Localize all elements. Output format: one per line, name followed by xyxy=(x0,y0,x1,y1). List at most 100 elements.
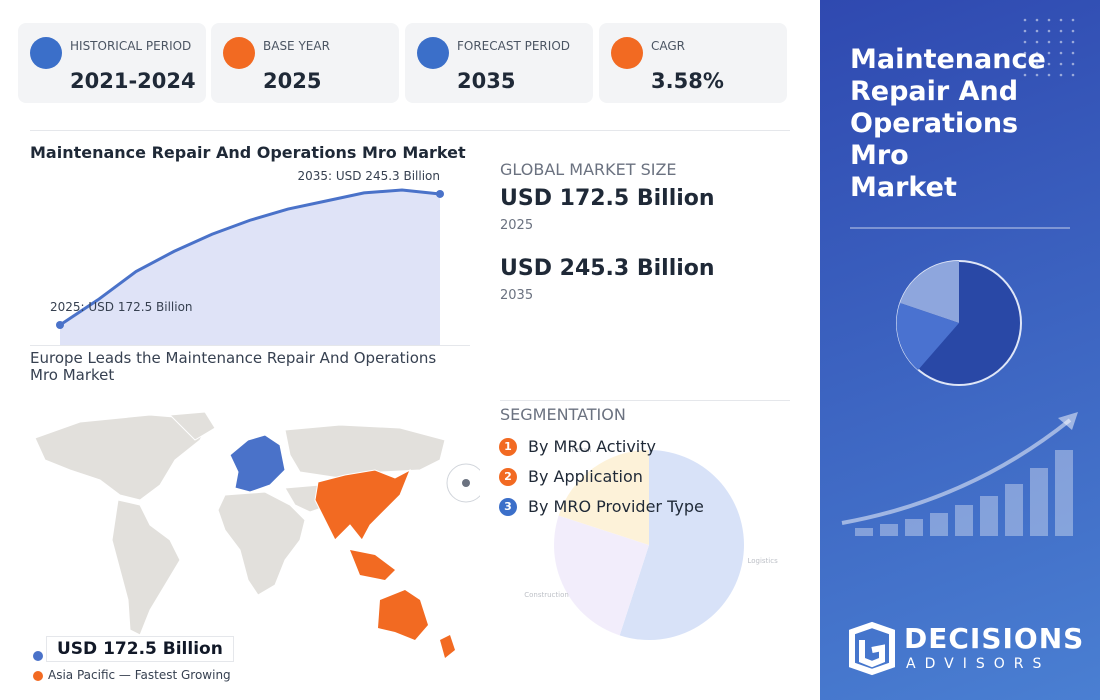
brand-logo xyxy=(849,621,895,676)
growth-arrow-head xyxy=(1058,412,1078,430)
stat-card: CAGR 3.58% xyxy=(599,23,787,103)
stat-icon xyxy=(223,37,255,69)
market-size-heading: GLOBAL MARKET SIZE xyxy=(500,160,677,179)
deco-dot xyxy=(1047,62,1051,66)
segment-label: By Application xyxy=(528,467,643,486)
greenland xyxy=(168,411,216,441)
deco-dot xyxy=(1023,51,1027,55)
stat-card: HISTORICAL PERIOD 2021-2024 xyxy=(18,23,206,103)
pie-slice xyxy=(558,450,649,545)
map-value-label: USD 172.5 Billion xyxy=(46,636,234,662)
divider xyxy=(500,400,790,401)
stat-icon xyxy=(417,37,449,69)
deco-dot xyxy=(1035,29,1039,33)
deco-dot xyxy=(1023,18,1027,22)
market-size-year: 2025 xyxy=(500,218,534,233)
deco-dot xyxy=(1059,51,1063,55)
stat-label: CAGR xyxy=(651,39,686,53)
sidebar-title: Maintenance Repair And Operations Mro Ma… xyxy=(850,44,1046,203)
indonesia xyxy=(350,550,395,580)
brand-name: DECISIONS xyxy=(904,622,1085,655)
stat-card: FORECAST PERIOD 2035 xyxy=(405,23,593,103)
europe xyxy=(229,434,286,493)
deco-dot xyxy=(1023,62,1027,66)
deco-dot xyxy=(1023,29,1027,33)
end-label: 2035: USD 245.3 Billion xyxy=(297,169,440,183)
stat-value: 2025 xyxy=(263,69,322,93)
stat-icon xyxy=(30,37,62,69)
stat-card: BASE YEAR 2025 xyxy=(211,23,399,103)
deco-dot xyxy=(1023,73,1027,77)
deco-dot xyxy=(1059,18,1063,22)
sidebar-graphics xyxy=(841,18,1078,676)
north-america xyxy=(34,414,211,501)
deco-dot xyxy=(1071,29,1075,33)
sidebar-pie-slice xyxy=(896,303,959,370)
pie-label: Construction xyxy=(524,591,569,599)
end-point xyxy=(436,189,444,198)
pie-label: Logistics xyxy=(747,557,778,565)
deco-dot xyxy=(1047,51,1051,55)
australia xyxy=(378,590,428,640)
deco-dot xyxy=(1071,40,1075,44)
divider xyxy=(30,345,470,346)
segment-number: 2 xyxy=(499,468,517,486)
sidebar: Maintenance Repair And Operations Mro Ma… xyxy=(820,0,1100,700)
segment-number: 3 xyxy=(499,498,517,516)
deco-dot xyxy=(1035,62,1039,66)
legend-dot xyxy=(33,651,43,661)
stat-value: 2021-2024 xyxy=(70,69,196,93)
segmentation-heading: SEGMENTATION xyxy=(500,405,626,424)
deco-dot xyxy=(1035,40,1039,44)
segmentation-pie: Logistics Construction Retail xyxy=(524,446,778,640)
deco-dot xyxy=(1047,40,1051,44)
deco-dot xyxy=(1071,73,1075,77)
deco-dot xyxy=(1035,51,1039,55)
pie-label: Retail xyxy=(572,446,592,454)
deco-dot xyxy=(1047,73,1051,77)
deco-dot xyxy=(1035,73,1039,77)
deco-dot xyxy=(1071,62,1075,66)
market-size-value: USD 245.3 Billion xyxy=(500,256,715,281)
africa xyxy=(217,491,306,596)
deco-dot xyxy=(1047,29,1051,33)
deco-dot xyxy=(1071,18,1075,22)
legend-dot xyxy=(33,671,43,681)
chart-title: Maintenance Repair And Operations Mro Ma… xyxy=(30,143,466,162)
deco-dot xyxy=(1059,73,1063,77)
divider xyxy=(30,130,790,131)
deco-dot xyxy=(1023,40,1027,44)
stat-value: 3.58% xyxy=(651,69,724,93)
brand-sub: ADVISORS xyxy=(906,656,1051,672)
start-label: 2025: USD 172.5 Billion xyxy=(50,300,193,314)
market-size-year: 2035 xyxy=(500,288,534,303)
stat-label: FORECAST PERIOD xyxy=(457,39,570,53)
pie-slice xyxy=(619,450,744,640)
stat-label: BASE YEAR xyxy=(263,39,330,53)
asia-pacific xyxy=(314,468,411,541)
map-zoom-dot xyxy=(462,479,470,487)
deco-dot xyxy=(1035,18,1039,22)
growth-arrow xyxy=(841,418,1072,525)
new-zealand xyxy=(440,635,455,658)
end-point xyxy=(56,321,64,329)
segment-number: 1 xyxy=(499,438,517,456)
stat-value: 2035 xyxy=(457,69,516,93)
deco-dot xyxy=(1047,18,1051,22)
area-line xyxy=(59,188,441,327)
map-title: Europe Leads the Maintenance Repair And … xyxy=(30,349,437,384)
world-map xyxy=(33,411,480,681)
area-fill xyxy=(60,190,440,345)
stat-label: HISTORICAL PERIOD xyxy=(70,39,192,53)
deco-dot xyxy=(1059,40,1063,44)
segment-label: By MRO Activity xyxy=(528,437,656,456)
sidebar-pie-slice xyxy=(900,260,959,323)
deco-dot xyxy=(1071,51,1075,55)
segment-label: By MRO Provider Type xyxy=(528,497,704,516)
deco-dot xyxy=(1059,62,1063,66)
area-chart: 2025: USD 172.5 Billion 2035: USD 245.3 B… xyxy=(50,169,444,345)
stat-icon xyxy=(611,37,643,69)
pie-slice xyxy=(554,515,649,636)
market-size-value: USD 172.5 Billion xyxy=(500,186,715,211)
